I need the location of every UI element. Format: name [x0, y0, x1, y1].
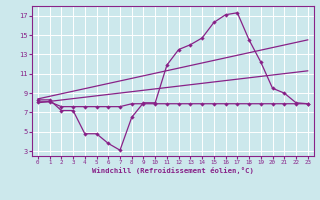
X-axis label: Windchill (Refroidissement éolien,°C): Windchill (Refroidissement éolien,°C)	[92, 167, 254, 174]
